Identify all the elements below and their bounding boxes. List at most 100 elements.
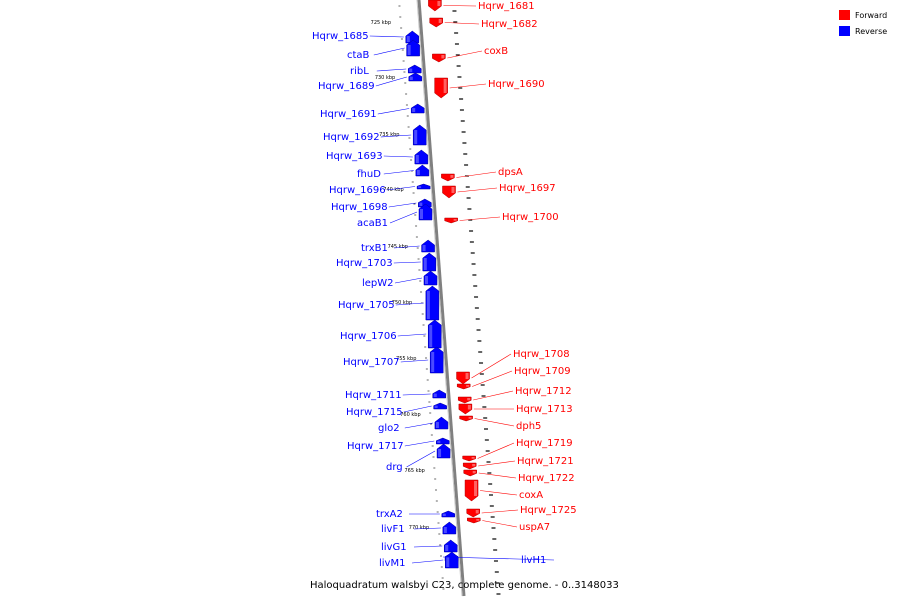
gene-label-Hqrw_1712[interactable]: Hqrw_1712 (515, 386, 572, 397)
gene-shade-livG1 (445, 545, 449, 551)
gene-shade-trxA2 (442, 513, 446, 516)
gene-label-Hqrw_1715[interactable]: Hqrw_1715 (346, 407, 403, 418)
leader-line-fhuD (383, 170, 414, 175)
gene-shade-Hqrw_1693 (415, 155, 419, 163)
leader-line-Hqrw_1708 (471, 353, 512, 379)
gene-shade-Hqrw_1705 (426, 291, 430, 319)
genome-axis-highlight (416, 0, 463, 597)
gene-label-acaB1[interactable]: acaB1 (357, 218, 388, 229)
leader-line-Hqrw_1719 (477, 442, 515, 459)
gene-label-Hqrw_1689[interactable]: Hqrw_1689 (318, 81, 375, 92)
tick-marks: 725 kbp 730 kbp 735 kbp 740 kbp 745 kbp 750 k… (371, 5, 501, 595)
tick-label: 735 kbp (379, 132, 399, 138)
gene-shade-Hqrw_1691 (412, 108, 416, 112)
leader-line-Hqrw_1712 (473, 390, 514, 401)
gene-label-Hqrw_1696[interactable]: Hqrw_1696 (329, 185, 386, 196)
gene-shade-drg (438, 449, 442, 457)
tick-label: 740 kbp (383, 187, 403, 193)
leader-line-uspA7 (482, 520, 518, 528)
gene-label-glo2[interactable]: glo2 (378, 423, 400, 434)
gene-label-Hqrw_1681[interactable]: Hqrw_1681 (478, 1, 535, 12)
gene-shade-Hqrw_1692 (414, 130, 418, 144)
gene-shade-coxA (474, 481, 478, 496)
gene-features (405, 0, 481, 569)
gene-label-livH1[interactable]: livH1 (521, 555, 546, 566)
gene-label-trxA2[interactable]: trxA2 (376, 509, 403, 520)
leader-line-ctaB (373, 47, 405, 56)
gene-label-trxB1[interactable]: trxB1 (361, 243, 388, 254)
gene-shade-livM1 (446, 557, 450, 567)
gene-label-Hqrw_1709[interactable]: Hqrw_1709 (514, 366, 571, 377)
gene-label-livF1[interactable]: livF1 (381, 524, 405, 535)
tick-label: 725 kbp (371, 20, 391, 26)
gene-label-Hqrw_1682[interactable]: Hqrw_1682 (481, 19, 538, 30)
gene-label-Hqrw_1717[interactable]: Hqrw_1717 (347, 441, 404, 452)
tick-label: 730 kbp (375, 75, 395, 81)
gene-label-Hqrw_1700[interactable]: Hqrw_1700 (502, 212, 559, 223)
gene-shade-Hqrw_1706 (429, 325, 433, 347)
gene-label-coxB[interactable]: coxB (484, 46, 508, 57)
leader-line-Hqrw_1681 (443, 5, 477, 7)
gene-label-Hqrw_1693[interactable]: Hqrw_1693 (326, 151, 383, 162)
gene-shade-fhuD (416, 169, 420, 175)
gene-label-uspA7[interactable]: uspA7 (519, 522, 550, 533)
tick-label: 765 kbp (404, 468, 424, 474)
leader-line-livH1 (443, 556, 555, 561)
gene-label-Hqrw_1707[interactable]: Hqrw_1707 (343, 357, 400, 368)
leader-line-Hqrw_1696 (386, 186, 416, 191)
gene-label-ctaB[interactable]: ctaB (347, 50, 370, 61)
gene-label-coxA[interactable]: coxA (519, 490, 543, 501)
leader-line-livG1 (413, 545, 443, 548)
gene-shade-Hqrw_1696 (418, 186, 422, 188)
gene-shade-Hqrw_1703 (423, 258, 427, 270)
leader-line-dpsA (456, 171, 497, 178)
gene-label-Hqrw_1713[interactable]: Hqrw_1713 (516, 404, 573, 415)
leader-line-Hqrw_1722 (478, 472, 517, 479)
leader-line-Hqrw_1715 (403, 405, 432, 413)
leader-line-dph5 (474, 418, 515, 427)
gene-label-Hqrw_1703[interactable]: Hqrw_1703 (336, 258, 393, 269)
gene-label-Hqrw_1697[interactable]: Hqrw_1697 (499, 183, 556, 194)
gene-label-lepW2[interactable]: lepW2 (362, 278, 394, 289)
gene-label-livG1[interactable]: livG1 (381, 542, 407, 553)
tick-label: 750 kbp (392, 300, 412, 306)
leader-line-Hqrw_1697 (457, 187, 498, 193)
legend-swatch-forward (839, 10, 850, 20)
gene-label-Hqrw_1711[interactable]: Hqrw_1711 (345, 390, 402, 401)
gene-shade-trxB1 (422, 245, 426, 251)
gene-label-ribL[interactable]: ribL (350, 66, 369, 77)
gene-shade-Hqrw_1689 (409, 76, 413, 80)
leader-line-Hqrw_1685 (369, 35, 404, 38)
gene-label-Hqrw_1692[interactable]: Hqrw_1692 (323, 132, 380, 143)
gene-label-drg[interactable]: drg (386, 462, 403, 473)
leader-line-Hqrw_1692 (380, 134, 412, 138)
leader-line-Hqrw_1721 (478, 460, 516, 467)
gene-shade-Hqrw_1713 (467, 405, 471, 410)
gene-label-Hqrw_1721[interactable]: Hqrw_1721 (517, 456, 574, 467)
gene-label-Hqrw_1690[interactable]: Hqrw_1690 (488, 79, 545, 90)
gene-label-Hqrw_1705[interactable]: Hqrw_1705 (338, 300, 395, 311)
gene-label-Hqrw_1708[interactable]: Hqrw_1708 (513, 349, 570, 360)
gene-shade-Hqrw_1698 (419, 202, 423, 206)
gene-label-Hqrw_1698[interactable]: Hqrw_1698 (331, 202, 388, 213)
gene-label-dpsA[interactable]: dpsA (498, 167, 523, 178)
gene-label-Hqrw_1685[interactable]: Hqrw_1685 (312, 31, 369, 42)
leader-line-Hqrw_1711 (402, 393, 431, 396)
gene-label-Hqrw_1706[interactable]: Hqrw_1706 (340, 331, 397, 342)
leader-line-Hqrw_1725 (481, 509, 519, 514)
gene-label-Hqrw_1719[interactable]: Hqrw_1719 (516, 438, 573, 449)
gene-label-livM1[interactable]: livM1 (379, 558, 405, 569)
gene-shade-dpsA (450, 175, 454, 178)
gene-shade-glo2 (435, 422, 439, 428)
leader-line-drg (406, 450, 436, 468)
leader-line-livM1 (411, 559, 444, 564)
gene-shade-Hqrw_1725 (475, 510, 479, 514)
gene-label-Hqrw_1722[interactable]: Hqrw_1722 (518, 473, 575, 484)
gene-label-fhuD[interactable]: fhuD (357, 169, 381, 180)
gene-label-Hqrw_1691[interactable]: Hqrw_1691 (320, 109, 377, 120)
gene-label-dph5[interactable]: dph5 (516, 421, 541, 432)
gene-shade-Hqrw_1697 (451, 187, 455, 193)
gene-label-Hqrw_1725[interactable]: Hqrw_1725 (520, 505, 577, 516)
gene-shade-coxB (441, 55, 445, 59)
